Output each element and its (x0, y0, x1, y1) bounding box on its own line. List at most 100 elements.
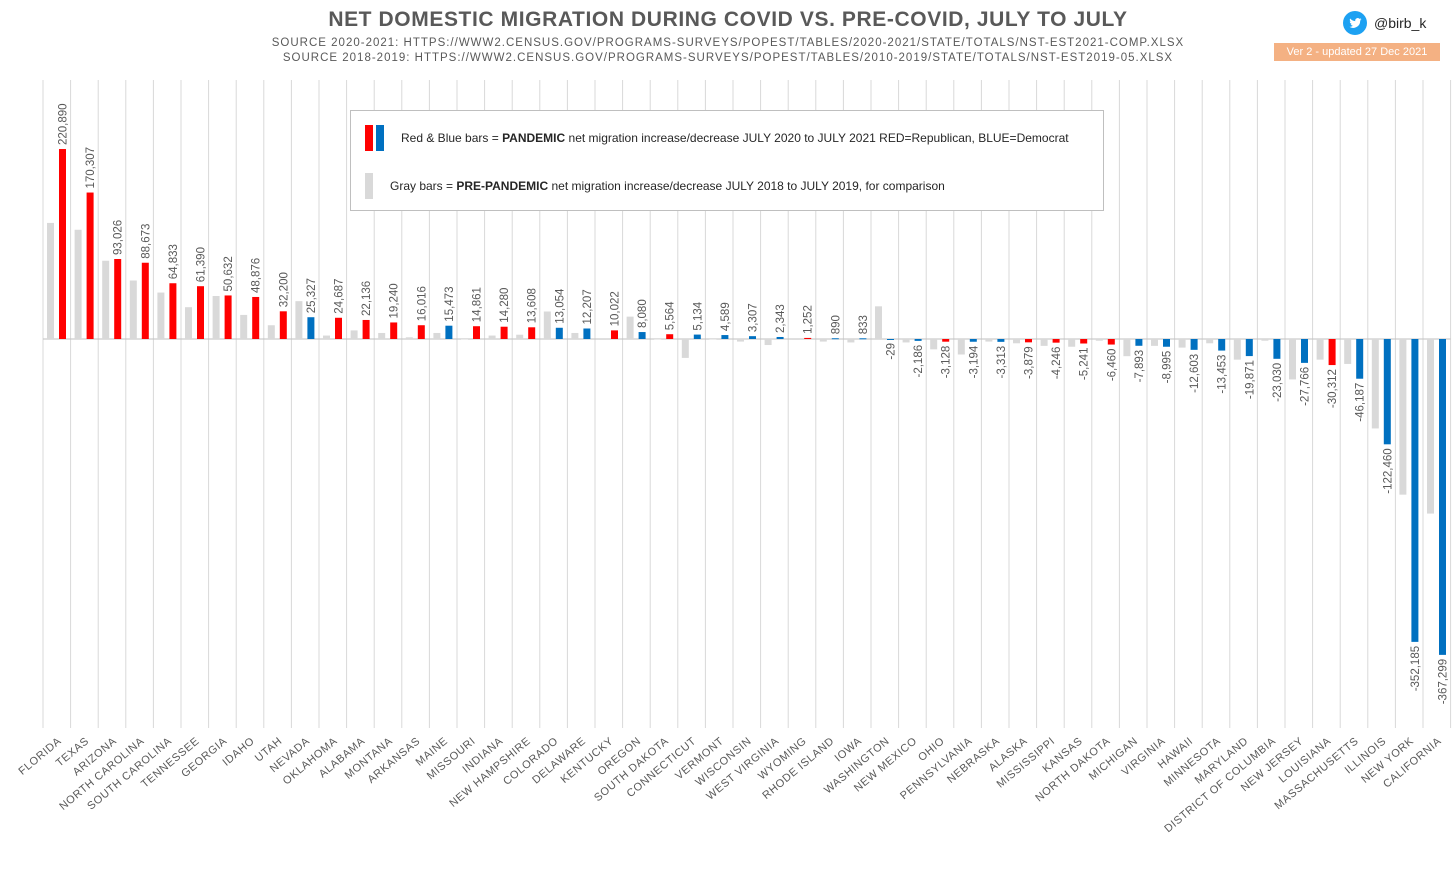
data-label-new-york: -352,185 (1410, 646, 1422, 691)
bar-pandemic-new-mexico (914, 339, 922, 341)
bar-prepandemic-new-mexico (902, 339, 910, 343)
bar-pandemic-oregon (638, 332, 646, 339)
data-label-montana: 19,240 (389, 283, 401, 318)
bar-prepandemic-virginia (1151, 339, 1158, 346)
data-label-colorado: 13,054 (554, 288, 566, 324)
bar-pandemic-kansas (1080, 339, 1088, 344)
data-label-louisiana: -30,312 (1327, 369, 1339, 408)
bar-pandemic-oklahoma (335, 317, 342, 339)
data-label-maine: 15,473 (444, 287, 456, 322)
data-label-maryland: -19,871 (1244, 360, 1256, 399)
bar-prepandemic-arkansas (405, 337, 413, 339)
bar-prepandemic-kansas (1068, 339, 1076, 347)
bar-prepandemic-texas (74, 229, 82, 339)
data-label-tennessee: 61,390 (196, 247, 208, 282)
bar-pandemic-new-york (1411, 339, 1419, 642)
bar-pandemic-nebraska (997, 339, 1005, 342)
bar-prepandemic-oregon (626, 316, 634, 339)
bar-prepandemic-vermont (709, 339, 717, 340)
source-2018-2019: SOURCE 2018-2019: HTTPS://WWW2.CENSUS.GO… (282, 52, 1174, 64)
data-label-mississippi: -4,246 (1051, 347, 1063, 380)
bar-pandemic-district-of-columbia (1273, 339, 1281, 359)
data-label-oregon: 8,080 (637, 299, 649, 328)
legend-item-pandemic: Red & Blue bars = PANDEMIC net migration… (365, 125, 1069, 151)
data-label-alabama: 22,136 (361, 281, 373, 316)
bar-pandemic-nevada (307, 317, 315, 339)
data-label-alaska: -3,879 (1024, 346, 1036, 379)
data-label-hawaii: -12,603 (1189, 354, 1201, 393)
bar-prepandemic-alabama (350, 330, 358, 339)
legend-item-prepandemic: Gray bars = PRE-PANDEMIC net migration i… (365, 173, 945, 199)
bar-prepandemic-indiana (488, 335, 496, 339)
bar-pandemic-florida (59, 149, 66, 339)
bar-pandemic-pennsylvania (969, 339, 977, 342)
bar-prepandemic-montana (378, 332, 386, 339)
data-label-nebraska: -3,313 (996, 346, 1008, 379)
bar-prepandemic-tennessee (185, 307, 192, 339)
bar-prepandemic-louisiana (1316, 339, 1324, 360)
data-label-north-carolina: 88,673 (140, 224, 152, 259)
data-label-washington: -29 (886, 343, 898, 360)
bar-pandemic-illinois (1383, 339, 1391, 445)
bar-pandemic-delaware (583, 328, 591, 339)
bar-pandemic-massachusetts (1356, 339, 1364, 379)
legend-text-prepandemic: Gray bars = PRE-PANDEMIC net migration i… (390, 179, 945, 193)
bar-prepandemic-delaware (571, 332, 579, 339)
bar-pandemic-kentucky (611, 330, 618, 339)
bar-pandemic-vermont (721, 335, 729, 339)
bar-pandemic-maine (445, 325, 453, 339)
bar-pandemic-alabama (362, 319, 370, 339)
bar-pandemic-wisconsin (749, 336, 756, 339)
bar-prepandemic-maine (433, 332, 441, 339)
bar-prepandemic-utah (267, 325, 275, 339)
data-label-utah: 32,200 (278, 272, 290, 307)
legend-swatch-blue (376, 125, 384, 151)
bar-prepandemic-south-dakota (654, 339, 662, 340)
bar-prepandemic-nebraska (985, 339, 993, 342)
bar-prepandemic-florida (47, 222, 54, 339)
legend-swatch-red (365, 125, 373, 151)
bar-pandemic-michigan (1135, 339, 1143, 346)
bar-prepandemic-kentucky (599, 339, 606, 340)
bar-pandemic-california (1439, 339, 1446, 655)
bar-pandemic-minnesota (1218, 339, 1226, 351)
bar-prepandemic-south-carolina (157, 292, 165, 339)
data-label-kentucky: 10,022 (610, 291, 622, 326)
data-label-new-jersey: -27,766 (1300, 367, 1312, 406)
bar-pandemic-virginia (1163, 339, 1170, 347)
chart-legend: Red & Blue bars = PANDEMIC net migration… (350, 110, 1104, 211)
bar-pandemic-georgia (224, 295, 232, 339)
data-label-florida: 220,890 (58, 103, 70, 145)
source-2020-2021: SOURCE 2020-2021: HTTPS://WWW2.CENSUS.GO… (271, 37, 1185, 49)
bar-prepandemic-nevada (295, 301, 303, 339)
data-label-kansas: -5,241 (1079, 348, 1091, 381)
bar-prepandemic-iowa (847, 339, 855, 343)
bar-pandemic-hawaii (1190, 339, 1198, 350)
data-label-delaware: 12,207 (582, 289, 594, 324)
data-label-massachusetts: -46,187 (1355, 383, 1367, 422)
twitter-handle[interactable]: @birb_k (1343, 11, 1426, 35)
data-label-arkansas: 16,016 (416, 286, 428, 321)
data-label-south-carolina: 64,833 (168, 244, 180, 279)
data-label-missouri: 14,861 (472, 287, 484, 322)
bar-prepandemic-pennsylvania (957, 339, 965, 355)
bar-pandemic-south-carolina (169, 283, 177, 339)
legend-text-pandemic: Red & Blue bars = PANDEMIC net migration… (401, 131, 1069, 145)
bar-pandemic-idaho (252, 296, 260, 339)
data-label-wisconsin: 3,307 (748, 303, 760, 332)
bar-prepandemic-mississippi (1040, 339, 1048, 346)
bar-pandemic-missouri (473, 326, 480, 339)
data-label-nevada: 25,327 (306, 278, 318, 313)
data-label-rhode-island: 890 (830, 315, 842, 334)
data-label-minnesota: -13,453 (1217, 355, 1229, 394)
bar-prepandemic-missouri (461, 339, 468, 340)
bar-prepandemic-michigan (1123, 339, 1131, 357)
bar-prepandemic-new-york (1399, 339, 1407, 495)
data-label-north-dakota: -6,460 (1106, 349, 1118, 382)
bar-pandemic-south-dakota (666, 334, 674, 339)
bar-prepandemic-wyoming (792, 339, 800, 340)
bar-prepandemic-georgia (212, 296, 220, 339)
bar-pandemic-texas (86, 192, 94, 339)
bar-prepandemic-new-hampshire (516, 334, 524, 339)
bar-pandemic-west-virginia (776, 336, 784, 339)
